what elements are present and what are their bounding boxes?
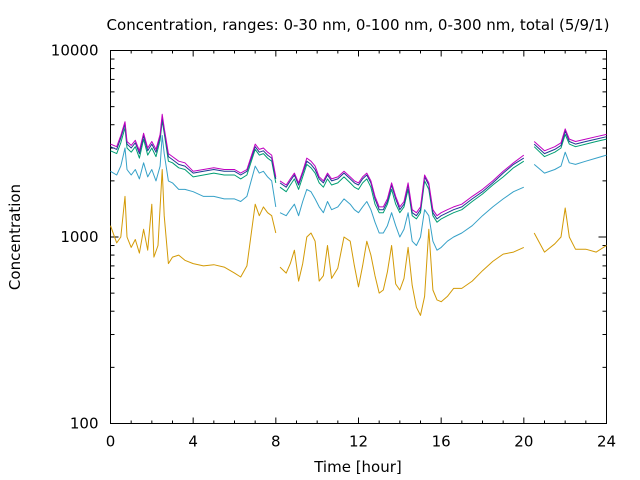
x-tick-label: 12 [349, 433, 368, 451]
y-axis-ticks: 100 1000 10000 [51, 42, 607, 433]
series-line-3 [110, 120, 607, 223]
x-tick-label: 4 [188, 433, 198, 451]
y-minor-ticks [110, 58, 607, 368]
series-line-5 [110, 113, 607, 217]
x-axis-label: Time [hour] [313, 458, 402, 476]
series-line-1 [110, 169, 607, 316]
plot-area [110, 50, 607, 424]
x-tick-label: 0 [106, 433, 116, 451]
x-tick-label: 8 [271, 433, 281, 451]
x-tick-label: 16 [432, 433, 451, 451]
y-tick-label: 1000 [60, 228, 98, 246]
series-line-4 [110, 116, 607, 220]
y-axis-label: Concentration [6, 184, 24, 290]
x-tick-label: 20 [514, 433, 533, 451]
chart-title: Concentration, ranges: 0-30 nm, 0-100 nm… [107, 16, 610, 34]
x-axis-ticks: 0 4 8 12 16 20 24 [106, 50, 616, 451]
series-layer [110, 113, 607, 316]
y-tick-label: 100 [70, 415, 99, 433]
x-tick-label: 24 [597, 433, 616, 451]
y-tick-label: 10000 [51, 42, 99, 60]
series-line-2 [110, 135, 607, 251]
